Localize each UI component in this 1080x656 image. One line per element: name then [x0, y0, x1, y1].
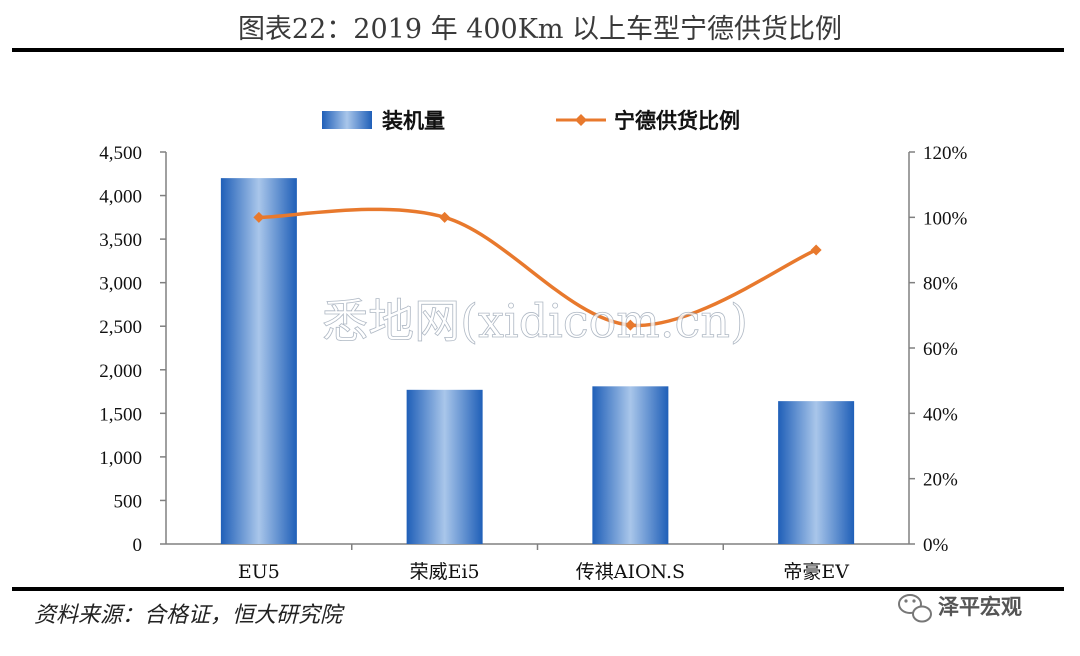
left-tick-label: 0 — [133, 535, 143, 556]
right-tick-label: 40% — [923, 404, 958, 425]
line-point — [810, 244, 822, 256]
legend: 装机量 宁德供货比例 — [322, 109, 740, 133]
left-tick-label: 2,000 — [99, 361, 142, 382]
left-tick-label: 1,500 — [99, 404, 142, 425]
line-point — [253, 211, 265, 223]
legend-bar-label: 装机量 — [382, 109, 445, 133]
bar — [592, 386, 669, 544]
bar — [220, 178, 297, 544]
wechat-icon — [898, 594, 932, 623]
line-point — [439, 211, 451, 223]
watermark: 悉地网(xidicom.cn) — [322, 294, 748, 348]
legend-line-marker — [575, 114, 587, 126]
x-tick-label: 帝豪EV — [783, 561, 849, 583]
x-tick-label: 荣威Ei5 — [410, 561, 480, 583]
right-tick-label: 100% — [923, 208, 968, 229]
x-tick-label: 传祺AION.S — [576, 561, 685, 583]
plot-area: 0 500 1,000 1,500 2,000 2,500 3,000 3,500 4,000 4… — [99, 143, 967, 583]
brand-logo: 泽平宏观 — [898, 594, 1022, 623]
bar — [778, 401, 855, 544]
legend-line-label: 宁德供货比例 — [614, 109, 740, 133]
left-tick-label: 4,500 — [99, 143, 142, 164]
left-tick-label: 4,000 — [99, 187, 142, 208]
left-tick-label: 1,000 — [99, 448, 142, 469]
right-tick-label: 0% — [923, 535, 949, 556]
line-point — [624, 319, 636, 331]
x-tick-label: EU5 — [238, 561, 280, 583]
right-tick-label: 20% — [923, 470, 958, 491]
source-note: 资料来源：合格证，恒大研究院 — [34, 603, 345, 628]
right-tick-label: 80% — [923, 274, 958, 295]
footer-rule — [12, 587, 1064, 591]
title-rule — [12, 48, 1064, 52]
left-tick-label: 500 — [114, 491, 143, 512]
left-tick-label: 2,500 — [99, 317, 142, 338]
right-tick-label: 60% — [923, 339, 958, 360]
left-tick-label: 3,000 — [99, 274, 142, 295]
left-tick-label: 3,500 — [99, 230, 142, 251]
legend-bar-swatch — [322, 111, 372, 129]
brand-name: 泽平宏观 — [938, 595, 1022, 619]
right-tick-label: 120% — [923, 143, 968, 164]
chart-title: 图表22：2019 年 400Km 以上车型宁德供货比例 — [238, 14, 842, 45]
series-line — [258, 207, 817, 328]
bar — [406, 389, 483, 544]
